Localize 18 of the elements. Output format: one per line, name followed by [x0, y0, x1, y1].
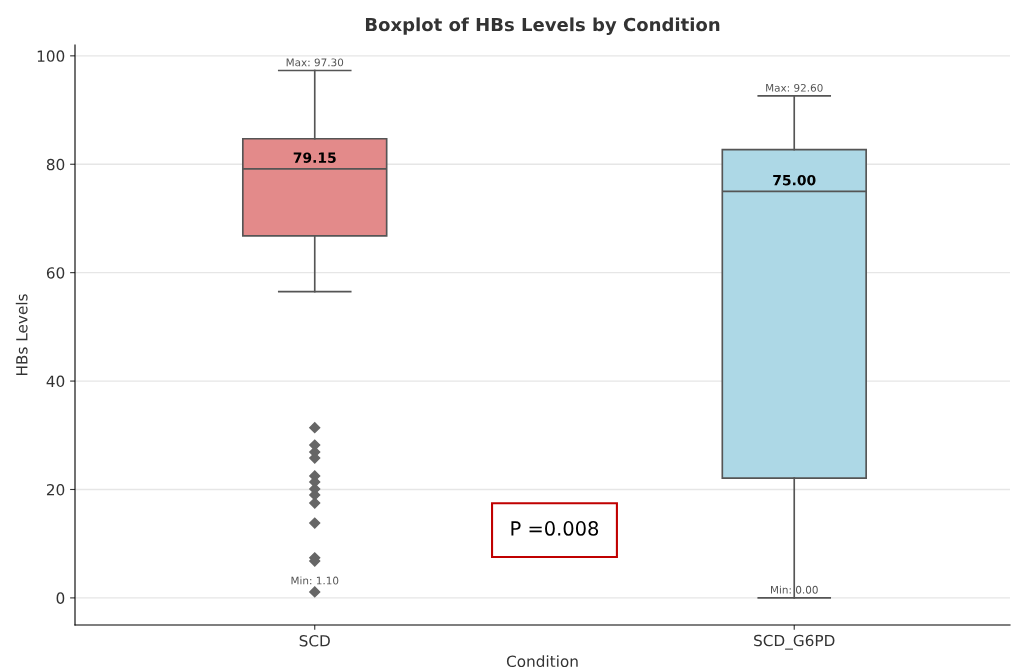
chart-title: Boxplot of HBs Levels by Condition: [365, 17, 720, 36]
x-tick-label: SCD_G6PD: [754, 634, 835, 650]
y-tick-label: 60: [46, 267, 65, 279]
annotation: Max: 97.30: [286, 58, 344, 67]
y-tick-label: 100: [37, 50, 65, 62]
x-axis-title: Condition: [506, 655, 578, 668]
annotation: 75.00: [773, 174, 816, 186]
x-tick-label: SCD: [299, 634, 330, 647]
annotation: 79.15: [293, 152, 336, 163]
y-tick-label: 80: [46, 158, 65, 171]
y-axis-title: HBs Levels: [15, 294, 28, 376]
annotation: Min: 1.10: [291, 576, 339, 585]
annotation: Min: 0.00: [771, 585, 818, 594]
annotation: P =0.008: [511, 521, 599, 536]
y-tick-label: 0: [56, 592, 65, 604]
y-tick-label: 40: [46, 375, 65, 388]
y-tick-label: 20: [46, 483, 65, 496]
annotation: Max: 92.60: [766, 83, 823, 92]
